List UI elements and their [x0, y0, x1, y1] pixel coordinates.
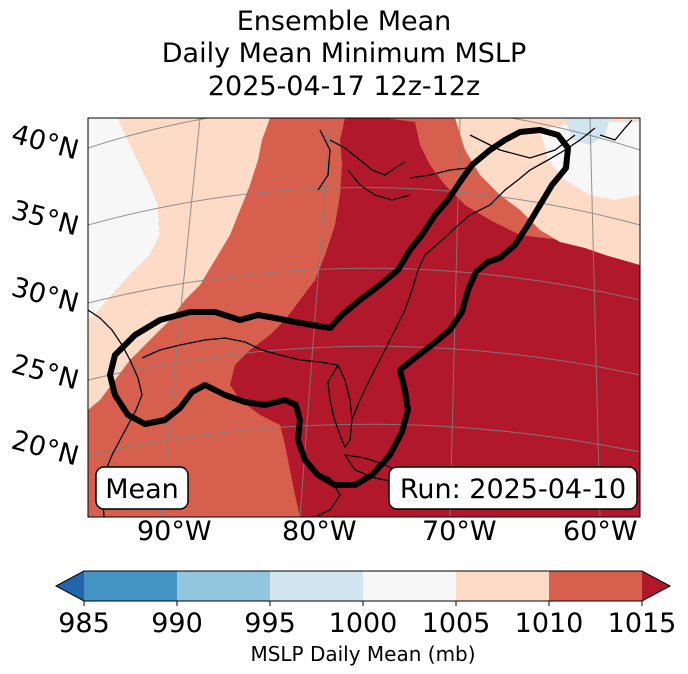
gridline-30n — [88, 267, 640, 304]
mslp-field — [88, 118, 640, 517]
mslp-contour-1015 — [107, 127, 571, 488]
gridline-80w — [299, 118, 331, 517]
colorbar-tick-label-990: 990 — [151, 608, 203, 639]
great-lakes-1 — [329, 139, 406, 176]
colorbar-bin-1005-1010 — [456, 571, 549, 601]
colorbar-bin-1000-1005 — [363, 571, 456, 601]
gridline-35n — [88, 187, 640, 226]
colorbar-ticks: 985 990 995 1000 1005 1010 1015 — [58, 601, 676, 639]
us-atlantic-coast — [351, 127, 596, 421]
great-lakes-2 — [347, 169, 411, 201]
run-label-text: Run: 2025-04-10 — [400, 474, 626, 505]
map-frame — [87, 117, 641, 518]
chart-title-line-2: Daily Mean Minimum MSLP — [161, 38, 527, 69]
us-gulf-coast — [141, 337, 339, 366]
chart-title-line-3: 2025-04-17 12z-12z — [207, 71, 481, 102]
gridline-40n — [88, 118, 640, 151]
graticule — [88, 118, 640, 517]
colorbar-bin-990-995 — [177, 571, 270, 601]
field-above-1015 — [230, 118, 640, 517]
colorbar-title: MSLP Daily Mean (mb) — [250, 642, 475, 666]
run-label-box: Run: 2025-04-10 — [388, 466, 638, 510]
field-1000-1005-west — [88, 118, 160, 320]
lon-label-90w: 90°W — [137, 516, 212, 547]
colorbar-bins — [54, 570, 672, 602]
great-lakes-3 — [409, 167, 469, 179]
chart-title-line-1: Ensemble Mean — [236, 6, 452, 37]
colorbar-tick-label-1000: 1000 — [329, 608, 398, 639]
colorbar-tick-label-1015: 1015 — [608, 608, 677, 639]
colorbar-bin->1015 — [642, 571, 670, 601]
lon-labels: 90°W 80°W 70°W 60°W — [137, 516, 638, 547]
gridline-25n — [88, 345, 640, 381]
florida-peninsula — [327, 363, 353, 449]
lon-label-60w: 60°W — [563, 516, 638, 547]
lake-michigan — [317, 129, 331, 191]
colorbar-tick-label-1005: 1005 — [422, 608, 491, 639]
mean-label-frame — [95, 466, 189, 510]
colorbar-bin-995-1000 — [270, 571, 363, 601]
colorbar-tick-label-995: 995 — [244, 608, 296, 639]
gridline-60w — [589, 118, 601, 517]
colorbar-bin-985-990 — [84, 571, 177, 601]
st-lawrence — [469, 134, 576, 159]
gridline-20n — [88, 423, 640, 456]
colorbar-bin-1010-1015 — [549, 571, 642, 601]
mean-label-text: Mean — [105, 474, 179, 505]
colorbar-tick-label-1010: 1010 — [515, 608, 584, 639]
colorbar-tick-label-985: 985 — [58, 608, 110, 639]
field-995-1000-northeast — [565, 118, 610, 145]
mean-label-box: Mean — [95, 466, 189, 510]
colorbar-bin-<985 — [56, 571, 84, 601]
lon-label-80w: 80°W — [282, 516, 357, 547]
nova-scotia — [599, 119, 633, 141]
run-label-frame — [388, 466, 638, 510]
lon-label-70w: 70°W — [422, 516, 497, 547]
